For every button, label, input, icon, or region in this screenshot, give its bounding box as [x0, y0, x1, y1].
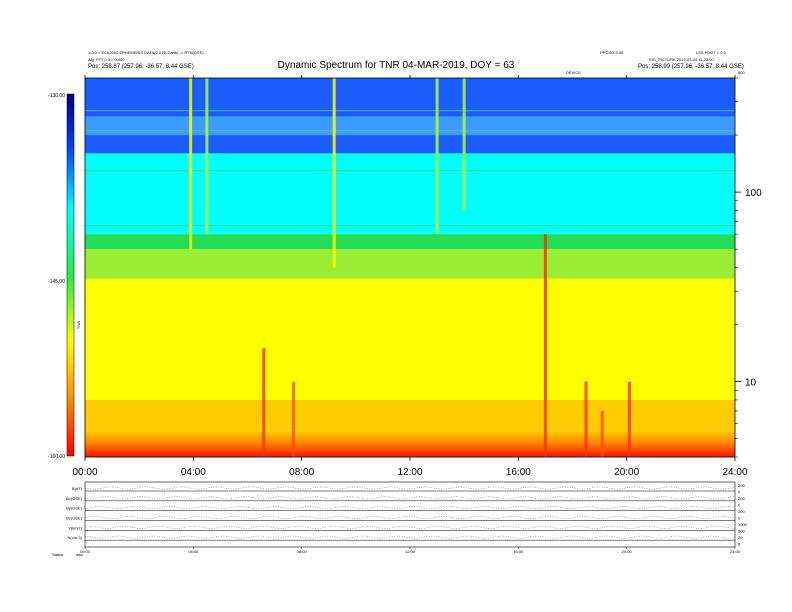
lower-right-tick: 200	[738, 483, 745, 488]
lower-right-tick: 500	[738, 529, 745, 534]
spectrum-band	[85, 135, 735, 154]
header-right-mid-label: DEVICE	[566, 70, 581, 75]
lower-row-trace	[84, 506, 736, 510]
lower-footer-status: Status	[52, 552, 63, 557]
spectrum-band	[85, 234, 735, 250]
header-right-top: LSS FOOT = 0.0	[696, 50, 726, 55]
radio-burst	[435, 78, 439, 235]
spectrum-line	[85, 225, 735, 227]
x-tick-label: 24:00	[722, 467, 747, 478]
colorbar-tick-mid: -145.00	[48, 279, 65, 285]
colorbar: -130.00 -145.00 -160.00 TNR	[48, 93, 81, 460]
x-tick-label: 16:00	[506, 467, 531, 478]
header-right-mid-top: PPOSO 3.40	[600, 50, 624, 55]
lower-x-label: 20:00	[622, 549, 633, 554]
y-tick-label: 10	[745, 378, 757, 389]
radio-burst	[627, 381, 631, 457]
lower-x-label: 16:00	[513, 549, 524, 554]
lower-panel: B(nT) Bx(GSE) By(GSE) Bz(GSE) V(km/s) N(cm-3)…	[52, 481, 748, 557]
radio-burst	[189, 78, 193, 250]
spectrum-heatmap	[85, 78, 735, 457]
x-tick-label: 04:00	[181, 467, 206, 478]
radio-burst	[292, 381, 296, 457]
lower-row-trace	[84, 525, 736, 529]
lower-row-label: V(km/s)	[68, 525, 82, 530]
y-axis: 100 10	[735, 77, 762, 458]
lower-x-label: 12:00	[405, 549, 416, 554]
x-tick-label: 20:00	[614, 467, 639, 478]
lower-right-tick: 200	[738, 496, 745, 501]
radio-burst	[262, 348, 266, 457]
spectrum-line	[85, 110, 735, 112]
lower-row-trace	[84, 535, 736, 539]
lower-x-label: 04:00	[188, 549, 199, 554]
lower-right-tick: 20	[738, 535, 743, 540]
lower-x-label: 24:00	[730, 549, 741, 554]
lower-right-tick: 1000	[738, 522, 748, 527]
lower-row-trace	[84, 516, 736, 519]
radio-burst	[543, 234, 547, 457]
spectrum-band	[85, 278, 735, 400]
lower-row-label: Bx(GSE)	[66, 496, 82, 501]
radio-burst	[462, 78, 466, 211]
x-tick-label: 00:00	[72, 467, 97, 478]
radio-burst	[205, 78, 209, 235]
lower-row-label: B(nT)	[72, 486, 83, 491]
spectrum-band	[85, 430, 735, 457]
radio-burst	[600, 410, 604, 457]
x-axis: 00:00 04:00 08:00 12:00 16:00 20:00 24:00	[72, 75, 748, 478]
spectrum-band	[85, 116, 735, 136]
header-right-line2: SIG_PICTURE 2019-03-04 11:23:00	[649, 57, 714, 62]
radio-burst	[584, 381, 588, 457]
x-tick-label: 08:00	[289, 467, 314, 478]
lower-footer-code: aaa	[76, 552, 83, 557]
lower-right-tick: 0	[738, 542, 741, 547]
colorbar-gradient	[66, 93, 75, 457]
chart-title: Dynamic Spectrum for TNR 04-MAR-2019, DO…	[277, 60, 515, 71]
spectrum-line	[85, 130, 735, 132]
colorbar-tick-top: -130.00	[48, 93, 65, 99]
lower-row-label: N(cm-3)	[68, 535, 83, 540]
lower-row-trace	[84, 486, 736, 490]
y-tick-label: 100	[745, 188, 762, 199]
lower-panel-frame	[84, 481, 736, 548]
lower-right-tick: 0	[738, 516, 741, 521]
lower-right-tick: 0	[738, 490, 741, 495]
header-left-line3: Pos: 258.87 (257.96, -36.57, 8.44 GSE)	[88, 64, 194, 70]
lower-row-trace	[84, 496, 736, 500]
lower-row-label: By(GSE)	[66, 506, 82, 511]
colorbar-tick-bottom: -160.00	[48, 454, 65, 460]
colorbar-label: TNR	[76, 321, 81, 329]
radio-burst	[332, 78, 336, 268]
lower-right-tick: 0	[738, 503, 741, 508]
lower-x-label: 08:00	[297, 549, 308, 554]
x-tick-label: 12:00	[397, 467, 422, 478]
lower-x-label: 00:00	[80, 549, 91, 554]
header-right-line3: Pos: 258.99 (257.96, -36.57, 8.44 GSE)	[638, 64, 744, 70]
header-left-line2: Alg: FFT 0.3 = 0.000	[88, 57, 125, 62]
lower-right-tick: 200	[738, 509, 745, 514]
header-corner-label: 800	[738, 70, 745, 75]
lower-row-label: Bz(GSE)	[66, 516, 82, 521]
spectrum-band	[85, 249, 735, 279]
spectrum-line	[85, 170, 735, 172]
header-left-line1: 1:0.0 = ECI(2000 EPHEMERIS DATA(0.0 R) E…	[88, 50, 204, 55]
spectrum-band	[85, 153, 735, 235]
spectrum-band	[85, 399, 735, 431]
